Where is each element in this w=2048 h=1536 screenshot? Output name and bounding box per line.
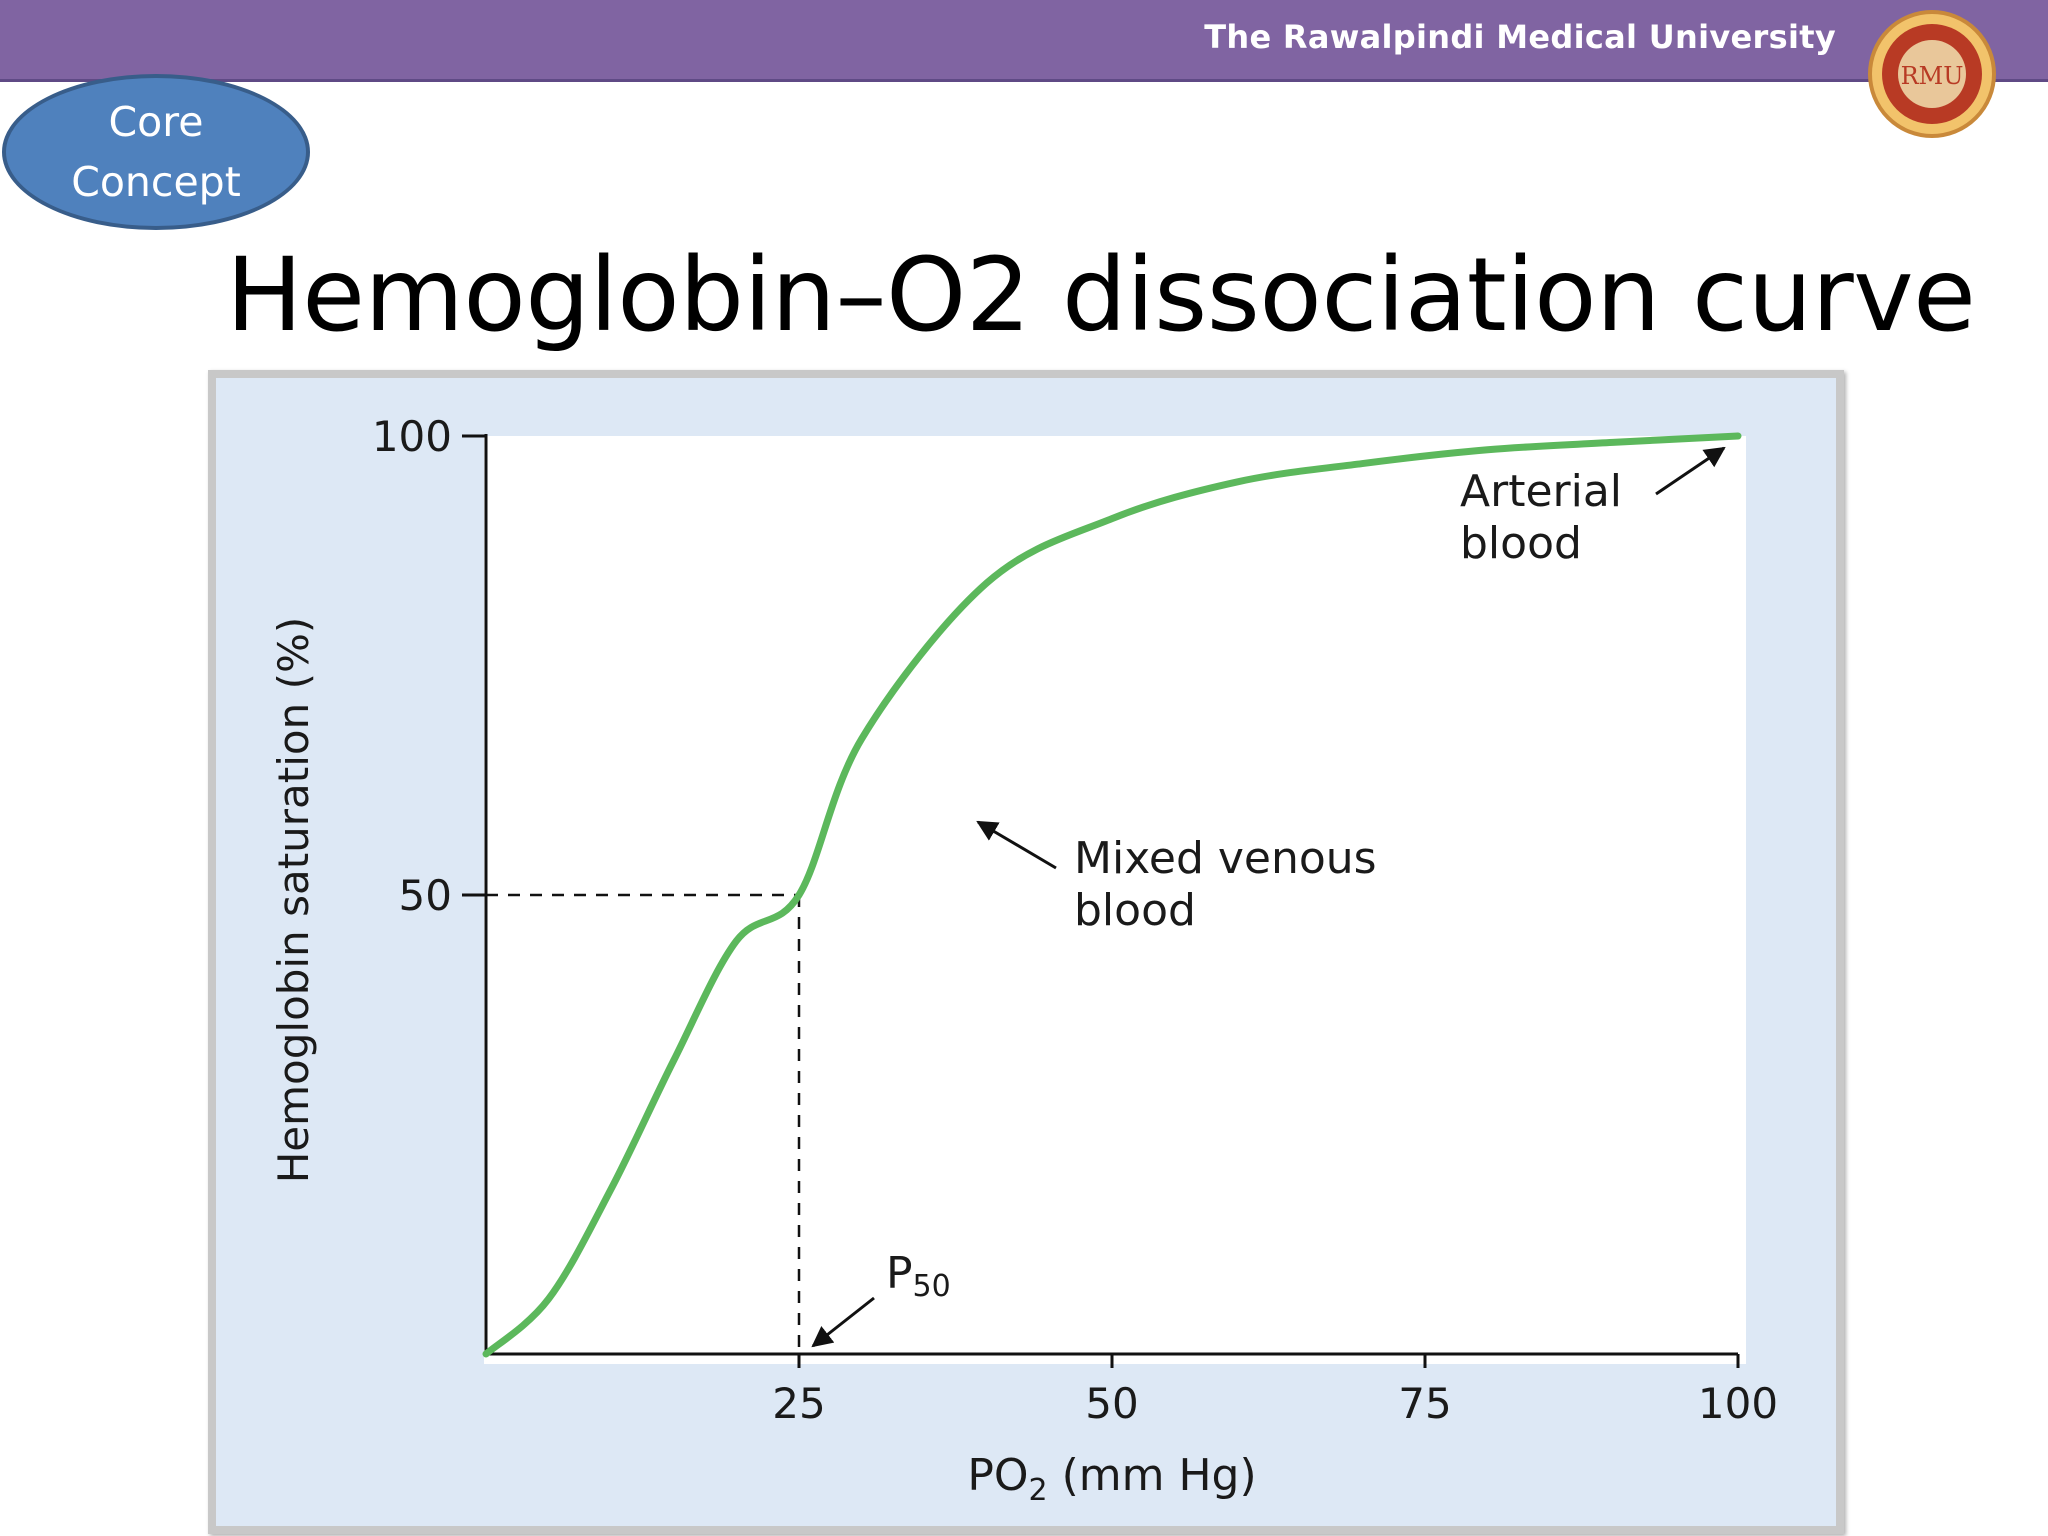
x-tick-label-75: 75: [1398, 1379, 1451, 1428]
y-tick-label-100: 100: [372, 412, 452, 461]
university-title: The Rawalpindi Medical University: [1204, 18, 1836, 56]
university-logo: RMU: [1868, 10, 1996, 138]
logo-initials: RMU: [1901, 62, 1964, 90]
dissociation-curve-line: [482, 432, 1742, 1358]
arterial-label-line1: Arterial: [1460, 466, 1622, 517]
mixed-venous-label-line1: Mixed venous: [1074, 833, 1377, 884]
page-title: Hemoglobin–O2 dissociation curve: [226, 236, 1976, 355]
y-axis-label: Hemoglobin saturation (%): [269, 617, 318, 1184]
header-bar: The Rawalpindi Medical University: [0, 0, 2048, 82]
p50-label: P50: [886, 1248, 951, 1304]
y-tick-label-50: 50: [399, 871, 452, 920]
figure-frame: 25 50 75 100 50 100 P50 Mixed venous blood Arteri…: [208, 370, 1844, 1534]
x-axis-label: PO2 (mm Hg): [967, 1450, 1256, 1508]
plot-area: [484, 436, 1746, 1364]
core-concept-badge: Core Concept: [2, 74, 310, 230]
arterial-arrow: [1655, 446, 1726, 496]
x-tick-label-25: 25: [772, 1379, 825, 1428]
arterial-label-line2: blood: [1460, 518, 1582, 569]
badge-label: Core Concept: [71, 98, 241, 206]
x-tick-label-100: 100: [1698, 1379, 1778, 1428]
x-tick-label-50: 50: [1085, 1379, 1138, 1428]
p50-arrow: [811, 1296, 875, 1348]
mixed-venous-arrow: [976, 820, 1057, 870]
mixed-venous-label-line2: blood: [1074, 885, 1196, 936]
